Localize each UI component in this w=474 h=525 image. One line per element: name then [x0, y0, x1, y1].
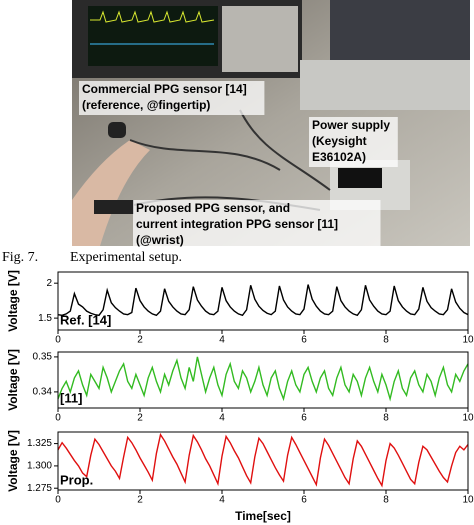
photo-label: (Keysight: [312, 134, 367, 148]
photo-label: Proposed PPG sensor, and: [136, 201, 290, 215]
y-axis-label: Voltage [V]: [6, 349, 20, 411]
scope-controls: [222, 6, 298, 72]
y-tick-label: 0.34: [33, 387, 53, 398]
photo-labels: Commercial PPG sensor [14] (reference, @f…: [79, 81, 398, 250]
y-axis-label: Voltage [V]: [6, 430, 20, 492]
oscilloscope-screen: [88, 6, 218, 66]
bench: [300, 60, 470, 110]
x-tick-label: 10: [462, 495, 474, 506]
fingertip-sensor: [108, 122, 126, 138]
y-tick-label: 1.275: [27, 483, 52, 494]
y-axis-label: Voltage [V]: [6, 270, 20, 332]
axes-frame: [57, 271, 469, 331]
y-tick-label: 1.300: [27, 461, 52, 472]
x-tick-label: 6: [301, 495, 307, 506]
y-tick-label: 1.5: [38, 313, 52, 324]
photo-label: (@wrist): [136, 233, 184, 247]
x-tick-label: 10: [462, 413, 474, 424]
photo-label: E36102A): [312, 150, 366, 164]
label-background: [133, 200, 381, 250]
monitor: [330, 0, 470, 60]
x-tick-label: 2: [137, 335, 143, 346]
series-label: [11]: [60, 390, 82, 405]
hand: [72, 140, 150, 246]
x-axis-label: Time[sec]: [235, 509, 291, 523]
x-tick-label: 0: [55, 335, 61, 346]
photo-label: Commercial PPG sensor [14]: [82, 82, 247, 96]
x-tick-label: 2: [137, 413, 143, 424]
chart-panel: 1.5 2 0 2 4 6 8 10 Voltage [V] Ref. [14]: [6, 270, 474, 346]
x-tick-label: 8: [383, 335, 389, 346]
series-line: [57, 432, 469, 488]
x-tick-label: 10: [462, 335, 474, 346]
photo: [72, 0, 470, 246]
y-tick-label: 1.325: [27, 438, 52, 449]
x-tick-label: 4: [219, 495, 225, 506]
x-tick-label: 2: [137, 495, 143, 506]
x-tick-label: 0: [55, 413, 61, 424]
axes-frame: [57, 351, 469, 409]
x-tick-label: 8: [383, 413, 389, 424]
caption-text: Experimental setup.: [70, 250, 182, 265]
x-tick-label: 4: [219, 413, 225, 424]
chart-panel: 1.275 1.300 1.325 0 2 4 6 8 10 Voltage [V] Prop. Ti…: [6, 430, 474, 523]
photo-label: current integration PPG sensor [11]: [136, 217, 338, 231]
x-tick-label: 8: [383, 495, 389, 506]
x-tick-label: 6: [301, 413, 307, 424]
y-tick-label: 0.35: [33, 352, 53, 363]
power-display: [338, 168, 382, 188]
scope-trace: [90, 10, 215, 23]
caption-number: Fig. 7.: [2, 250, 38, 265]
label-background: [309, 117, 398, 167]
wrist-sensor: [94, 200, 134, 214]
series-label: Ref. [14]: [60, 312, 111, 327]
photo-label: Power supply: [312, 118, 390, 132]
x-tick-label: 4: [219, 335, 225, 346]
chart-panel: 0.34 0.35 0 2 4 6 8 10 Voltage [V] [11]: [6, 349, 474, 424]
x-tick-label: 6: [301, 335, 307, 346]
series-line: [57, 356, 469, 402]
series-label: Prop.: [60, 472, 93, 487]
y-tick-label: 2: [46, 278, 52, 289]
series-line: [57, 284, 469, 317]
axes-frame: [57, 431, 469, 491]
photo-label: (reference, @fingertip): [82, 98, 210, 112]
x-tick-label: 0: [55, 495, 61, 506]
label-background: [79, 81, 265, 115]
